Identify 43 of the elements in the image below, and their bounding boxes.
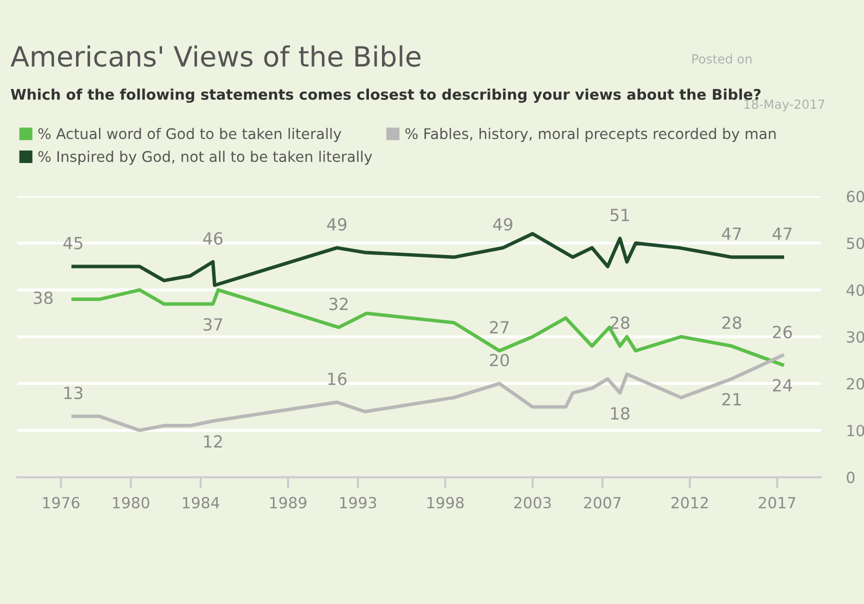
data-label: 18 [611,407,630,420]
y-tick-label: 20 [846,378,864,390]
data-label: 32 [329,298,348,310]
data-label: 26 [772,326,792,338]
text: Posted on [692,54,752,64]
y-tick-label: 10 [847,424,864,436]
data-label: 51 [610,208,629,222]
data-label: 47 [722,228,741,240]
chart-title: Americans' Views of the Bible [10,45,420,67]
data-label: 21 [722,393,741,406]
data-label: 47 [772,228,792,240]
y-tick-label: 0 [846,472,855,484]
data-label: 28 [610,316,630,329]
data-label: 16 [328,372,346,386]
y-tick-label: 50 [846,238,864,250]
data-label: 13 [64,386,82,400]
x-tick-label: 1984 [182,496,220,508]
legend-label: % Actual word of God to be taken literally [38,128,342,142]
x-tick-label: 2012 [671,496,708,508]
data-label: 28 [722,316,742,329]
x-tick-label: 1980 [113,496,150,508]
data-label: 49 [327,218,346,231]
y-tick-label: 30 [846,331,864,343]
x-tick-label: 1976 [43,496,80,508]
data-label: 27 [490,321,509,334]
y-tick-label: 60 [846,190,864,202]
data-label: 12 [204,435,222,448]
data-label: 46 [203,232,222,245]
data-label: 37 [204,318,222,331]
x-tick-label: 2007 [584,496,621,508]
data-label: 38 [34,292,53,304]
data-label: 24 [772,379,792,392]
x-tick-label: 2003 [514,496,551,508]
x-tick-label: 1993 [340,496,376,508]
x-tick-label: 2017 [758,496,796,508]
data-label: 45 [63,237,82,250]
data-label: 49 [493,218,512,231]
data-label: 20 [490,354,509,366]
legend-label: % Fables, history, moral precepts recorded by man [405,128,776,142]
x-tick-label: 1989 [270,496,306,508]
x-tick-label: 1998 [427,496,464,508]
y-tick-label: 40 [846,284,864,296]
legend-label: % Inspired by God, not all to be taken literally [38,150,372,165]
